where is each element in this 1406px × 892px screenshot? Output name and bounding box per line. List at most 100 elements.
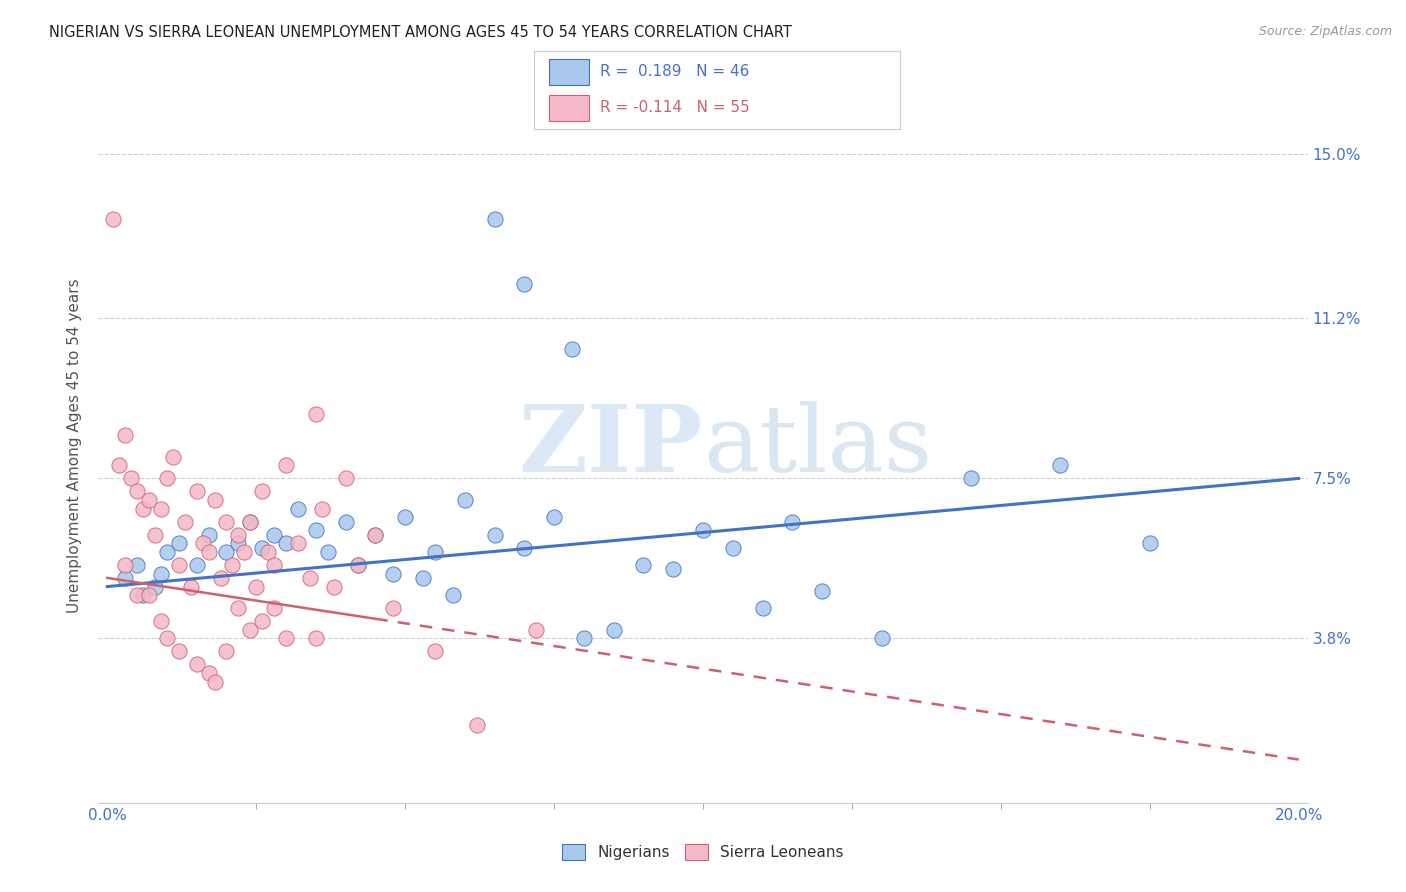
Point [114, 571, 136, 585]
Point [228, 527, 250, 541]
Point [228, 601, 250, 615]
Point [572, 632, 595, 646]
Point [114, 428, 136, 442]
Point [811, 583, 834, 598]
Point [252, 614, 274, 628]
Point [204, 674, 226, 689]
Point [335, 471, 357, 485]
Point [127, 588, 149, 602]
Point [103, 211, 125, 226]
Point [274, 458, 297, 473]
Point [239, 515, 262, 529]
Point [543, 510, 565, 524]
Point [132, 501, 155, 516]
Point [127, 558, 149, 572]
Point [305, 407, 328, 421]
Text: atlas: atlas [703, 401, 932, 491]
Point [441, 588, 464, 602]
Point [143, 580, 166, 594]
Point [382, 566, 405, 581]
Point [257, 545, 280, 559]
Point [149, 614, 172, 628]
Point [239, 515, 262, 529]
Point [204, 493, 226, 508]
Point [287, 536, 309, 550]
Point [197, 527, 219, 541]
Point [274, 632, 297, 646]
Bar [548, 95, 589, 121]
Point [423, 644, 446, 658]
Point [382, 601, 405, 615]
Point [149, 501, 172, 516]
Point [274, 536, 297, 550]
Point [252, 484, 274, 499]
Point [305, 632, 328, 646]
Point [1139, 536, 1161, 550]
Point [960, 471, 983, 485]
Point [156, 545, 179, 559]
Point [751, 601, 773, 615]
Point [149, 566, 172, 581]
Text: NIGERIAN VS SIERRA LEONEAN UNEMPLOYMENT AMONG AGES 45 TO 54 YEARS CORRELATION CH: NIGERIAN VS SIERRA LEONEAN UNEMPLOYMENT … [49, 25, 792, 40]
Point [412, 571, 434, 585]
Point [662, 562, 685, 576]
Bar [548, 59, 589, 86]
Point [633, 558, 655, 572]
Point [484, 527, 506, 541]
Text: R =  0.189   N = 46: R = 0.189 N = 46 [600, 63, 749, 78]
Point [263, 558, 285, 572]
Point [561, 342, 583, 356]
Point [263, 527, 285, 541]
Point [454, 493, 477, 508]
Point [513, 541, 536, 555]
Point [197, 545, 219, 559]
Point [186, 657, 208, 672]
Point [335, 515, 357, 529]
Point [180, 580, 202, 594]
Point [245, 580, 267, 594]
Point [346, 558, 368, 572]
Legend: Nigerians, Sierra Leoneans: Nigerians, Sierra Leoneans [557, 838, 849, 866]
Text: R = -0.114   N = 55: R = -0.114 N = 55 [600, 100, 749, 115]
Point [127, 484, 149, 499]
Point [513, 277, 536, 291]
Point [692, 524, 714, 538]
Point [346, 558, 368, 572]
Point [221, 558, 243, 572]
Point [870, 632, 893, 646]
Point [364, 527, 387, 541]
Point [138, 493, 160, 508]
Point [305, 524, 328, 538]
Point [782, 515, 804, 529]
Point [602, 623, 624, 637]
Point [143, 527, 166, 541]
Point [322, 580, 344, 594]
Point [167, 558, 190, 572]
Point [298, 571, 321, 585]
Point [287, 501, 309, 516]
Point [215, 515, 238, 529]
Point [197, 666, 219, 681]
Point [209, 571, 232, 585]
Y-axis label: Unemployment Among Ages 45 to 54 years: Unemployment Among Ages 45 to 54 years [67, 278, 83, 614]
Point [316, 545, 339, 559]
Point [394, 510, 416, 524]
Point [191, 536, 214, 550]
Point [215, 644, 238, 658]
Point [186, 484, 208, 499]
Point [364, 527, 387, 541]
Point [215, 545, 238, 559]
Point [132, 588, 155, 602]
Point [484, 211, 506, 226]
Point [524, 623, 547, 637]
Point [167, 644, 190, 658]
Point [252, 541, 274, 555]
Point [156, 471, 179, 485]
Point [138, 588, 160, 602]
Point [228, 536, 250, 550]
Point [120, 471, 142, 485]
Point [156, 632, 179, 646]
Point [263, 601, 285, 615]
Point [233, 545, 256, 559]
Point [167, 536, 190, 550]
